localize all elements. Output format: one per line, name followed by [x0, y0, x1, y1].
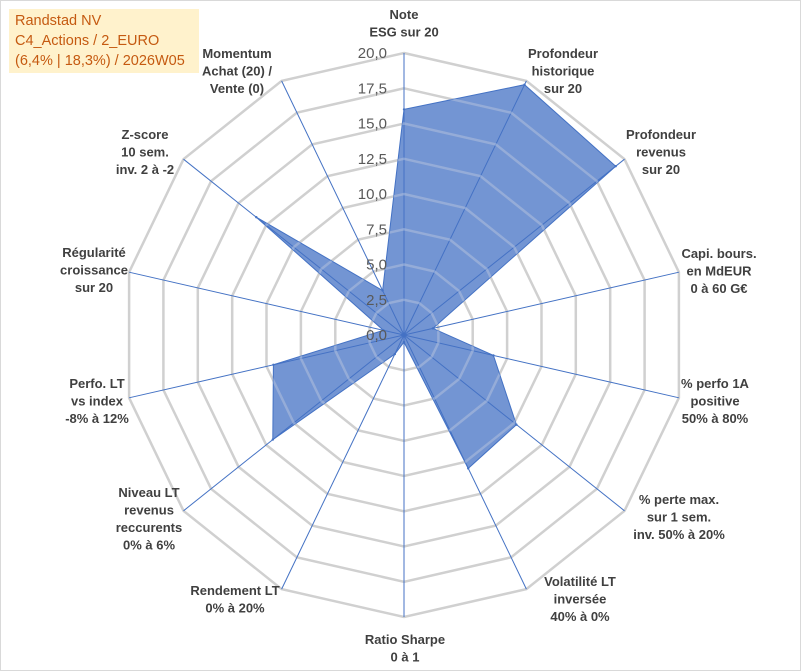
axis-label-line: positive	[690, 394, 739, 409]
data-point-perte-max-sur-1-sem-inv-50-a-20	[515, 423, 518, 426]
chart-title-box: Randstad NV C4_Actions / 2_EURO (6,4% | …	[9, 9, 199, 73]
axis-labels: Note ESG sur 20 Profondeur historique sur 20…	[60, 7, 757, 665]
chart-title-line: Randstad NV	[15, 13, 102, 29]
axis-label-line: 0 à 60 G€	[690, 281, 747, 296]
axis-label-line: Profondeur	[626, 127, 696, 142]
axis-label-line: Profondeur	[528, 46, 598, 61]
axis-label-profondeur-historique-sur-20: Profondeur historique sur 20	[528, 46, 598, 96]
axis-label-rendement-lt-0-a-20: Rendement LT 0% à 20%	[190, 583, 279, 616]
tick-label: 15,0	[358, 116, 387, 133]
axis-label-line: ESG sur 20	[369, 25, 438, 40]
data-point-ratio-sharpe-0-a-1	[402, 340, 406, 344]
axis-label-line: Ratio Sharpe	[365, 632, 445, 647]
data-point-momentum-achat-20-vente-0	[381, 289, 384, 292]
data-point-profondeur-revenus-sur-20	[614, 165, 617, 168]
axis-label-perfo-lt-vs-index-8-a-12: Perfo. LT vs index -8% à 12%	[65, 376, 129, 426]
axis-label-line: sur 20	[75, 280, 113, 295]
axis-label-line: sur 1 sem.	[647, 510, 711, 525]
data-point-perfo-1a-positive-50-a-80	[492, 354, 495, 357]
axis-spoke	[128, 271, 405, 336]
axis-label-line: Achat (20) /	[202, 64, 272, 79]
axis-label-line: 0 à 1	[391, 650, 420, 665]
axis-label-line: 10 sem.	[121, 145, 169, 160]
axis-label-regularite-croissance-sur-20: Régularité croissance sur 20	[60, 245, 128, 295]
tick-label: 10,0	[358, 186, 387, 203]
axis-label-niveau-lt-revenus-reccurents-0-a-6: Niveau LT revenus reccurents 0% à 6%	[116, 485, 182, 553]
axis-label-ratio-sharpe-0-a-1: Ratio Sharpe 0 à 1	[365, 632, 445, 665]
tick-label: 5,0	[366, 257, 387, 274]
tick-label: 20,0	[358, 45, 387, 62]
axis-label-line: revenus	[636, 145, 686, 160]
axis-label-note-esg-sur-20: Note ESG sur 20	[369, 7, 438, 40]
data-point-z-score-10-sem-inv-2-a-2	[255, 216, 258, 219]
tick-label: 2,5	[366, 292, 387, 309]
axis-label-perte-max-sur-1-sem-inv-50-a-20: % perte max. sur 1 sem. inv. 50% à 20%	[633, 492, 725, 542]
tick-label: 7,5	[366, 221, 387, 238]
axis-label-line: reccurents	[116, 520, 182, 535]
axis-label-line: Z-score	[122, 127, 169, 142]
axis-label-capi-bours-en-mdeur-0-a-60-g: Capi. bours. en MdEUR 0 à 60 G€	[681, 246, 756, 296]
axis-label-line: en MdEUR	[687, 264, 753, 279]
axis-spoke	[403, 271, 680, 336]
chart-subtitle-line: (6,4% | 18,3%) / 2026W05	[15, 53, 185, 69]
axis-label-profondeur-revenus-sur-20: Profondeur revenus sur 20	[626, 127, 696, 177]
axis-label-momentum-achat-20-vente-0: Momentum Achat (20) / Vente (0)	[202, 46, 272, 96]
data-point-profondeur-historique-sur-20	[523, 83, 526, 86]
axis-label-line: Niveau LT	[118, 485, 179, 500]
data-point-rendement-lt-0-a-20	[393, 352, 396, 356]
axis-label-line: -8% à 12%	[65, 411, 129, 426]
axis-label-line: Volatilité LT	[544, 574, 616, 589]
data-point-perfo-lt-vs-index-8-a-12	[272, 363, 275, 366]
axis-label-line: vs index	[71, 394, 124, 409]
axis-label-line: Capi. bours.	[681, 246, 756, 261]
axis-label-line: croissance	[60, 263, 128, 278]
series-layer	[255, 83, 617, 470]
axis-label-line: % perte max.	[639, 492, 719, 507]
axis-label-z-score-10-sem-inv-2-a-2: Z-score 10 sem. inv. 2 à -2	[116, 127, 174, 177]
axis-label-line: inv. 50% à 20%	[633, 527, 725, 542]
axis-label-line: sur 20	[642, 162, 680, 177]
axis-label-line: 40% à 0%	[550, 609, 610, 624]
axis-label-line: Momentum	[202, 46, 271, 61]
tick-label: 0,0	[366, 327, 387, 344]
tick-labels: 0,0 2,5 5,0 7,5 10,0 12,5 15,0 17,5 20,0	[358, 45, 387, 344]
axis-spoke	[281, 334, 405, 590]
axis-label-line: inv. 2 à -2	[116, 162, 174, 177]
axis-label-line: Rendement LT	[190, 583, 279, 598]
axis-label-perfo-1a-positive-50-a-80: % perfo 1A positive 50% à 80%	[681, 376, 750, 426]
data-point-capi-bours-en-mdeur-0-a-60-g	[431, 327, 435, 330]
tick-label: 12,5	[358, 151, 387, 168]
axis-label-volatilite-lt-inversee-40-a-0: Volatilité LT inversée 40% à 0%	[544, 574, 616, 624]
data-point-regularite-croissance-sur-20	[382, 329, 385, 332]
data-point-niveau-lt-revenus-reccurents-0-a-6	[271, 438, 274, 441]
axis-label-line: inversée	[554, 592, 607, 607]
axis-label-line: revenus	[124, 503, 174, 518]
series-area	[255, 84, 617, 470]
axis-label-line: Vente (0)	[210, 81, 264, 96]
axis-label-line: 50% à 80%	[682, 411, 749, 426]
axis-label-line: % perfo 1A	[681, 376, 750, 391]
axis-label-line: Régularité	[62, 245, 126, 260]
data-point-note-esg-sur-20	[402, 108, 406, 111]
axis-label-line: Perfo. LT	[69, 376, 124, 391]
axis-label-line: historique	[532, 64, 595, 79]
chart-subtitle-line: C4_Actions / 2_EURO	[15, 33, 160, 49]
data-point-volatilite-lt-inversee-40-a-0	[467, 467, 470, 470]
axis-label-line: 0% à 20%	[205, 601, 265, 616]
tick-label: 17,5	[358, 80, 387, 97]
axis-label-line: Note	[390, 7, 419, 22]
axis-label-line: sur 20	[544, 81, 582, 96]
axis-label-line: 0% à 6%	[123, 538, 175, 553]
